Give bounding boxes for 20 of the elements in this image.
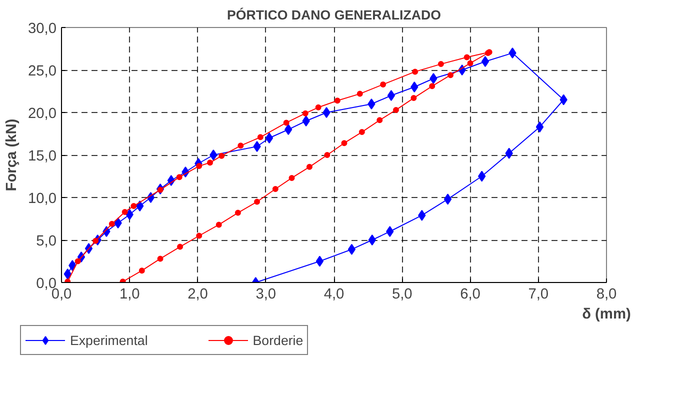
y-tick-label: 30,0 xyxy=(28,21,57,37)
x-tick-label: 2,0 xyxy=(188,286,208,302)
x-tick-label: 1,0 xyxy=(119,286,140,302)
legend-label: Borderie xyxy=(252,332,304,348)
x-tick-label: 0,0 xyxy=(51,286,72,302)
y-tick-label: 20,0 xyxy=(28,106,57,122)
y-tick-label: 10,0 xyxy=(28,191,57,207)
x-axis-title: δ (mm) xyxy=(582,306,632,322)
x-tick-label: 7,0 xyxy=(528,286,549,302)
chart-title: PÓRTICO DANO GENERALIZADO xyxy=(227,8,442,22)
legend-label: Experimental xyxy=(70,332,148,348)
y-tick-label: 5,0 xyxy=(36,234,56,250)
x-tick-label: 3,0 xyxy=(256,286,276,302)
x-tick-label: 5,0 xyxy=(392,286,412,302)
x-tick-label: 4,0 xyxy=(324,286,344,302)
y-tick-label: 25,0 xyxy=(28,64,57,80)
x-tick-label: 8,0 xyxy=(596,286,617,302)
y-tick-label: 15,0 xyxy=(28,148,57,164)
x-tick-label: 6,0 xyxy=(460,286,480,302)
y-axis-title: Força (kN) xyxy=(4,118,20,192)
